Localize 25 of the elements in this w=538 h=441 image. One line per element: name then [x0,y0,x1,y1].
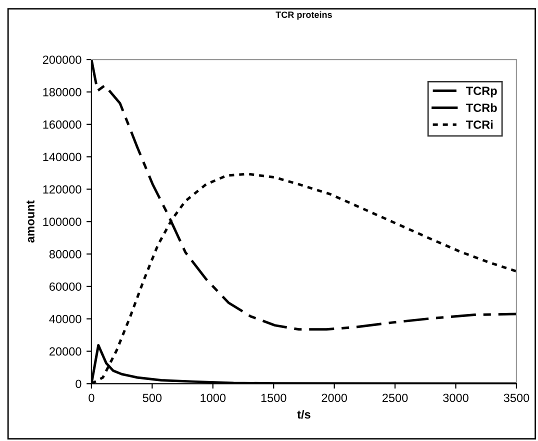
x-axis-title: t/s [297,410,310,419]
chart-title: TCR proteins [276,11,332,20]
x-tick-label: 3500 [504,394,530,402]
legend-label: TCRb [466,103,497,112]
x-tick-label: 0 [88,394,94,402]
x-tick-label: 1500 [261,394,286,402]
x-tick-label: 500 [142,394,162,402]
legend-label: TCRp [466,86,497,98]
y-tick-label: 200000 [42,56,82,64]
x-tick-label: 3000 [443,394,468,402]
y-tick-label: 100000 [43,218,82,226]
x-tick-label: 2500 [382,394,408,402]
y-tick-label: 0 [76,380,82,388]
y-tick-label: 80000 [49,250,82,258]
x-tick-label: 1000 [200,394,226,402]
y-tick-label: 160000 [43,120,82,129]
y-axis-title: amount [26,200,34,243]
x-tick-label: 2000 [322,394,347,402]
y-tick-label: 180000 [43,88,82,96]
y-tick-label: 120000 [43,185,82,194]
y-tick-label: 20000 [50,347,82,356]
y-tick-label: 140000 [43,152,82,162]
legend-label: TCRi [466,120,493,129]
y-tick-label: 60000 [50,282,82,291]
y-tick-label: 40000 [49,314,82,324]
